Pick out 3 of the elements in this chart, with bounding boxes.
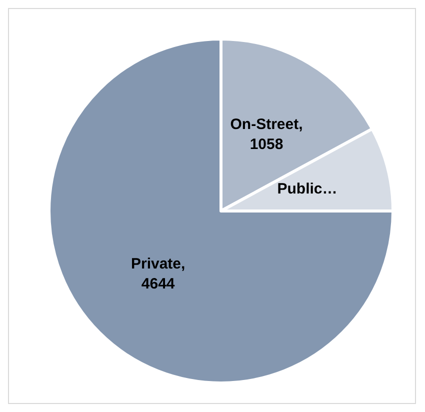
slice-label: Private, 4644 [130, 255, 186, 292]
slice-label: On-Street, 1058 [230, 116, 303, 154]
slice-label: Public… [277, 180, 338, 198]
